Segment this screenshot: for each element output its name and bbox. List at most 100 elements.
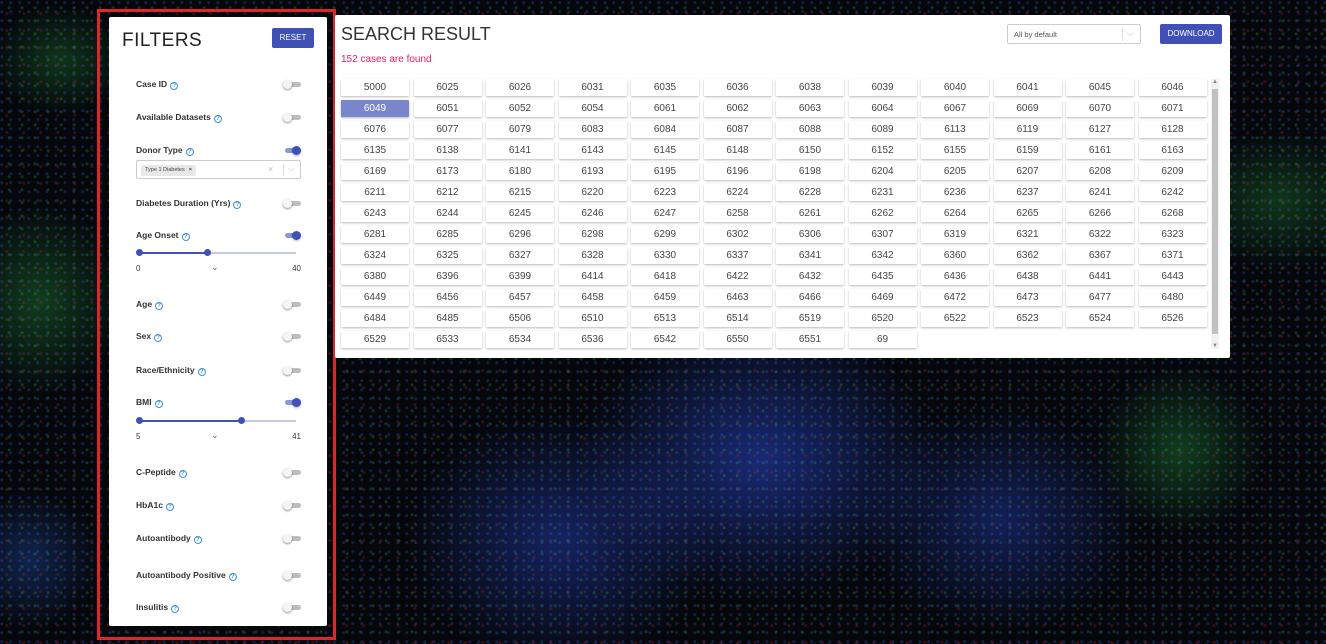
case-button[interactable]: 6319 [921,226,989,243]
case-button[interactable]: 6281 [341,226,409,243]
case-button[interactable]: 6550 [703,331,772,348]
toggle-race-ethnicity[interactable] [283,366,301,375]
age-onset-slider[interactable]: 0 ⌄ 40 [136,249,301,279]
case-button[interactable]: 6264 [921,205,989,222]
help-icon[interactable]: ? [165,503,174,511]
case-button[interactable]: 6064 [848,100,917,117]
case-button[interactable]: 6150 [776,142,844,159]
toggle-age[interactable] [283,300,301,309]
case-button[interactable]: 6067 [921,100,989,117]
case-button[interactable]: 6173 [413,163,482,180]
case-button[interactable]: 6244 [413,205,482,222]
case-button[interactable]: 6457 [486,289,554,306]
case-button[interactable]: 6035 [631,79,699,96]
chevron-down-icon[interactable]: ⌄ [211,262,219,272]
case-button[interactable]: 6458 [558,289,627,306]
case-button[interactable]: 6510 [558,310,627,327]
case-button[interactable]: 6298 [558,226,627,243]
case-button[interactable]: 6261 [776,205,844,222]
case-button[interactable]: 6414 [558,268,627,285]
slider-thumb-max[interactable] [238,417,246,424]
chevron-down-icon[interactable]: ⌄ [211,430,219,440]
case-button[interactable]: 6337 [703,247,772,264]
case-button[interactable]: 6449 [341,289,409,306]
case-button[interactable]: 6529 [341,331,409,348]
case-button[interactable]: 6327 [486,247,554,264]
case-button[interactable]: 6307 [848,226,917,243]
toggle-hba1c[interactable] [283,501,301,510]
scrollbar-thumb[interactable] [1212,89,1218,334]
case-button[interactable]: 6480 [1138,289,1207,306]
case-button[interactable]: 6396 [413,268,482,285]
case-button[interactable]: 6038 [776,79,844,96]
case-button[interactable]: 6083 [558,121,627,138]
case-button[interactable]: 6113 [921,121,989,138]
case-button[interactable]: 6342 [848,247,917,264]
case-button[interactable]: 6484 [341,310,409,327]
case-button[interactable]: 6466 [776,289,844,306]
case-button[interactable]: 6477 [1066,289,1134,306]
case-button[interactable]: 6223 [631,184,699,201]
case-button[interactable]: 6204 [848,163,917,180]
download-button[interactable]: DOWNLOAD [1160,24,1222,44]
help-icon[interactable]: ? [170,82,179,90]
case-button[interactable]: 6076 [341,121,409,138]
slider-thumb-min[interactable] [136,417,143,424]
case-button[interactable]: 6196 [703,163,772,180]
case-button[interactable]: 6079 [486,121,554,138]
case-button[interactable]: 6432 [776,268,844,285]
help-icon[interactable]: ? [197,368,206,376]
case-button[interactable]: 6224 [703,184,772,201]
case-button[interactable]: 6522 [921,310,989,327]
clear-icon[interactable]: × [268,164,274,174]
case-button[interactable]: 6054 [558,100,627,117]
bmi-slider[interactable]: 5 ⌄ 41 [136,417,301,447]
case-button[interactable]: 5000 [341,79,409,96]
case-button[interactable]: 6285 [413,226,482,243]
case-button[interactable]: 6520 [848,310,917,327]
case-button[interactable]: 6128 [1138,121,1207,138]
help-icon[interactable]: ? [193,536,202,544]
case-button[interactable]: 6321 [993,226,1062,243]
toggle-age-onset[interactable] [283,231,301,240]
case-button[interactable]: 6212 [413,184,482,201]
case-button[interactable]: 6051 [413,100,482,117]
case-button[interactable]: 6485 [413,310,482,327]
chevron-down-icon[interactable]: ⌵ [288,164,295,173]
case-button[interactable]: 6533 [413,331,482,348]
case-button[interactable]: 6152 [848,142,917,159]
case-button[interactable]: 6463 [703,289,772,306]
case-button[interactable]: 6119 [993,121,1062,138]
case-button[interactable]: 6542 [631,331,699,348]
help-icon[interactable]: ? [233,201,242,209]
toggle-c-peptide[interactable] [283,468,301,477]
case-button[interactable]: 6208 [1066,163,1134,180]
case-button[interactable]: 6161 [1066,142,1134,159]
case-button[interactable]: 6155 [921,142,989,159]
case-button[interactable]: 6049 [341,100,409,117]
case-button[interactable]: 6523 [993,310,1062,327]
case-button[interactable]: 6026 [486,79,554,96]
reset-button[interactable]: RESET [272,28,314,48]
case-button[interactable]: 6041 [993,79,1062,96]
case-button[interactable]: 6242 [1138,184,1207,201]
case-button[interactable]: 6241 [1066,184,1134,201]
help-icon[interactable]: ? [213,115,222,123]
case-button[interactable]: 6441 [1066,268,1134,285]
case-button[interactable]: 6247 [631,205,699,222]
case-button[interactable]: 6514 [703,310,772,327]
toggle-case-id[interactable] [283,80,301,89]
case-button[interactable]: 6231 [848,184,917,201]
case-button[interactable]: 6299 [631,226,699,243]
case-button[interactable]: 6145 [631,142,699,159]
case-button[interactable]: 6323 [1138,226,1207,243]
case-button[interactable]: 6063 [776,100,844,117]
case-button[interactable]: 6089 [848,121,917,138]
case-button[interactable]: 6163 [1138,142,1207,159]
case-button[interactable]: 6328 [558,247,627,264]
help-icon[interactable]: ? [178,470,187,478]
case-button[interactable]: 6207 [993,163,1062,180]
toggle-donor-type[interactable] [283,146,301,155]
slider-thumb-min[interactable] [136,249,143,256]
case-button[interactable]: 6367 [1066,247,1134,264]
